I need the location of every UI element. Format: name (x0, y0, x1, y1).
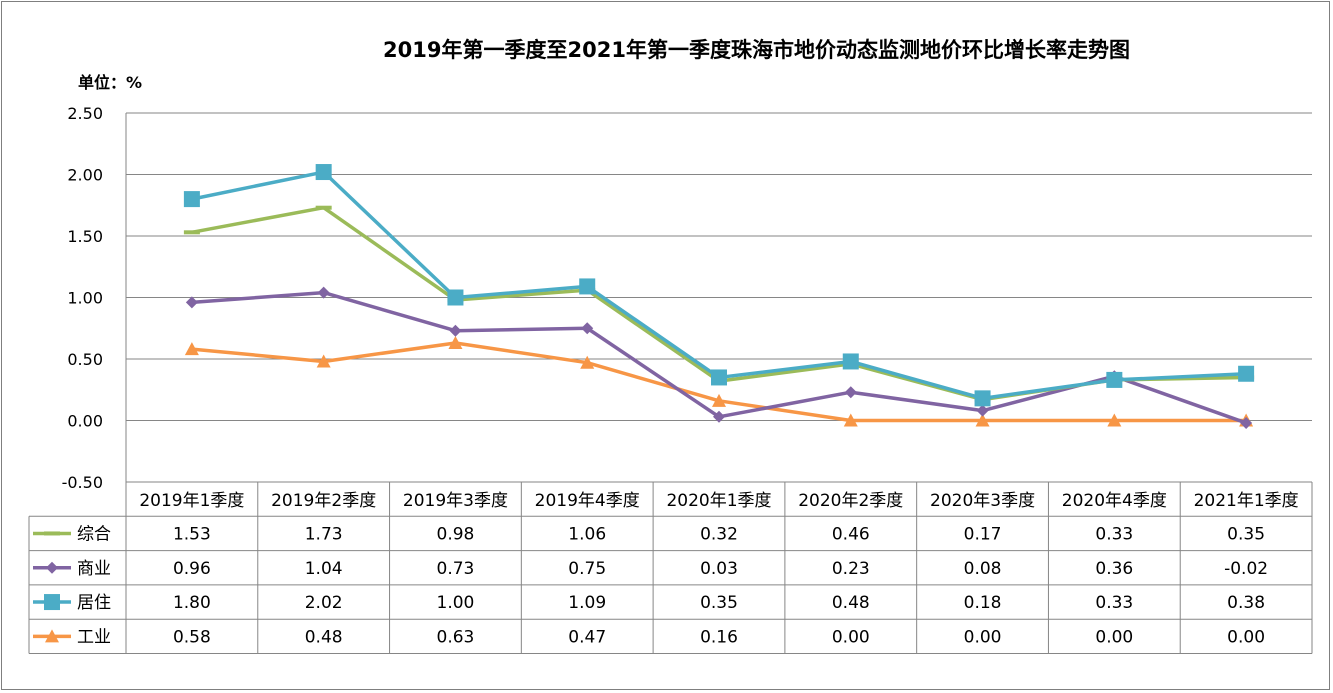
data-point (315, 205, 332, 210)
data-label: 0.63 (437, 627, 475, 647)
data-point (316, 354, 331, 368)
data-label: 0.00 (832, 627, 870, 647)
data-point (843, 413, 858, 427)
data-point (183, 230, 200, 235)
y-tick-label: 2.00 (67, 166, 103, 185)
data-label: 0.36 (1095, 559, 1133, 579)
data-point (844, 386, 857, 399)
data-label: 0.35 (700, 593, 738, 613)
data-label: 1.73 (305, 524, 343, 544)
data-point (713, 410, 725, 423)
data-label: 1.06 (568, 524, 606, 544)
data-label: 0.17 (964, 524, 1002, 544)
data-label: 1.09 (568, 593, 606, 613)
data-point (184, 342, 199, 356)
data-label: 0.75 (568, 559, 606, 579)
x-category-label: 2020年4季度 (1062, 491, 1167, 511)
data-label: 0.08 (964, 559, 1002, 579)
data-point (45, 629, 59, 643)
unit-label: 单位：% (78, 73, 143, 92)
data-label: 0.00 (1227, 627, 1265, 647)
data-label: 0.03 (700, 559, 738, 579)
x-category-label: 2019年1季度 (139, 491, 244, 511)
legend-label: 商业 (77, 559, 111, 579)
data-label: 0.98 (437, 524, 475, 544)
x-category-label: 2021年1季度 (1194, 491, 1299, 511)
data-point (1238, 365, 1255, 382)
series-line (191, 170, 1247, 401)
data-label: 0.18 (964, 593, 1002, 613)
data-label: 0.16 (700, 627, 738, 647)
data-point (975, 413, 990, 427)
y-tick-label: -0.50 (62, 473, 103, 492)
x-category-label: 2019年3季度 (403, 491, 508, 511)
data-point (1240, 416, 1253, 429)
y-tick-label: 0.00 (67, 412, 103, 431)
data-point (1106, 371, 1123, 388)
data-label: 1.04 (305, 559, 343, 579)
data-label: 1.00 (437, 593, 475, 613)
x-category-label: 2019年4季度 (535, 491, 640, 511)
data-label: -0.02 (1224, 559, 1268, 579)
data-point (581, 322, 594, 335)
data-label: 0.00 (1095, 627, 1133, 647)
data-point (712, 393, 726, 407)
x-category-label: 2020年1季度 (666, 491, 771, 511)
data-point (842, 353, 859, 370)
data-point (449, 324, 462, 337)
data-point (44, 594, 60, 611)
y-tick-label: 1.00 (67, 289, 103, 308)
data-label: 0.23 (832, 559, 870, 579)
data-label: 1.80 (173, 593, 211, 613)
data-label: 0.32 (700, 524, 738, 544)
x-category-label: 2020年3季度 (930, 491, 1035, 511)
legend-label: 工业 (77, 627, 111, 647)
data-point (46, 561, 58, 574)
data-label: 0.48 (305, 627, 343, 647)
data-label: 0.47 (568, 627, 606, 647)
x-category-label: 2019年2季度 (271, 491, 376, 511)
data-label: 0.33 (1095, 593, 1133, 613)
data-label: 1.53 (173, 524, 211, 544)
data-label: 0.00 (964, 627, 1002, 647)
data-point (317, 286, 330, 299)
data-label: 0.35 (1227, 524, 1265, 544)
y-tick-label: 2.50 (67, 104, 103, 123)
legend-label: 居住 (77, 593, 111, 613)
y-tick-label: 0.50 (67, 350, 103, 369)
data-point (44, 531, 60, 536)
data-point (974, 390, 991, 407)
chart-title: 2019年第一季度至2021年第一季度珠海市地价动态监测地价环比增长率走势图 (383, 38, 1130, 62)
data-point (315, 164, 332, 181)
data-label: 0.96 (173, 559, 211, 579)
data-label: 0.48 (832, 593, 870, 613)
y-tick-label: 1.50 (67, 227, 103, 246)
data-point (579, 278, 596, 295)
data-label: 0.46 (832, 524, 870, 544)
data-point (447, 289, 464, 306)
data-point (1107, 413, 1122, 427)
data-point (185, 296, 198, 309)
data-point (976, 404, 989, 417)
data-label: 0.73 (437, 559, 475, 579)
data-label: 0.33 (1095, 524, 1133, 544)
data-point (183, 191, 200, 208)
data-point (580, 355, 595, 369)
legend-label: 综合 (77, 524, 111, 544)
data-label: 2.02 (305, 593, 343, 613)
x-category-label: 2020年2季度 (798, 491, 903, 511)
data-label: 0.58 (173, 627, 211, 647)
data-point (711, 369, 727, 386)
data-point (448, 336, 463, 350)
data-label: 0.38 (1227, 593, 1265, 613)
